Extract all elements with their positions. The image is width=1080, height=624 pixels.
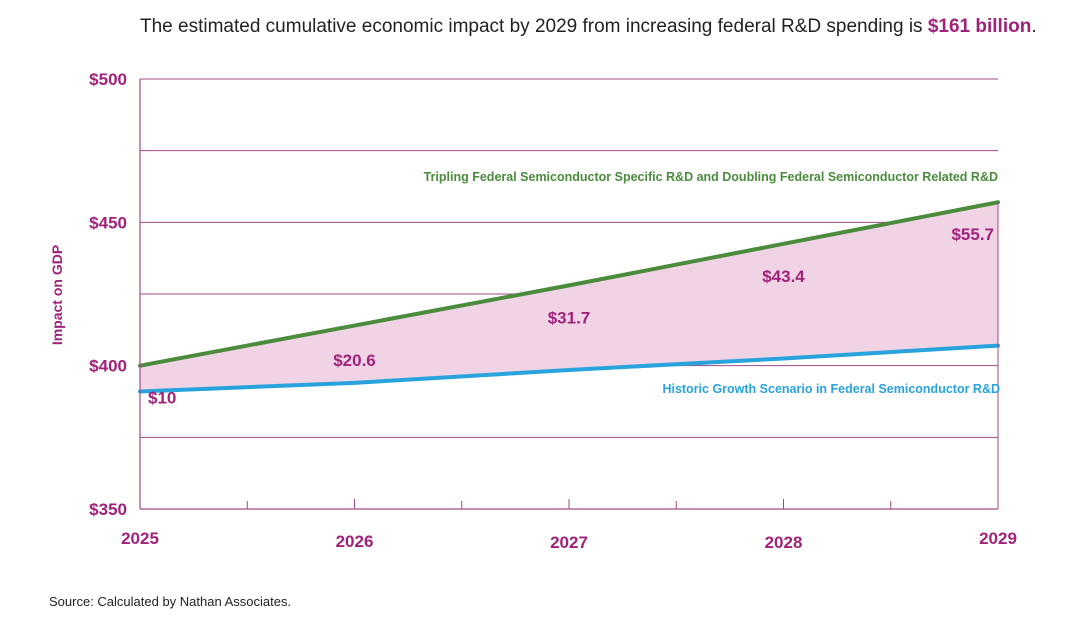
gap-area-layer	[140, 202, 998, 392]
x-tick-label-2027: 2027	[550, 533, 588, 552]
gap-annotation-2025: $10	[148, 389, 176, 408]
gap-annotation-2028: $43.4	[762, 267, 805, 286]
labels: 2025 2026 2027 2028 2029 $350 $400 $450 $500 Trip…	[89, 70, 1017, 552]
x-tick-label-2029: 2029	[979, 529, 1017, 548]
series-line-1	[138, 343, 1000, 394]
x-tick-label-2025: 2025	[121, 529, 159, 548]
gap-annotation-2026: $20.6	[333, 351, 376, 370]
y-tick-label-500: $500	[89, 70, 127, 89]
series-lines	[138, 200, 1000, 394]
headline-text: The estimated cumulative economic impact…	[140, 16, 928, 37]
x-tick-label-2028: 2028	[765, 533, 803, 552]
x-tick-label-2026: 2026	[336, 532, 374, 551]
axes	[139, 79, 999, 510]
series-label-tripling: Tripling Federal Semiconductor Specific …	[424, 170, 998, 184]
headline-amount: $161 billion	[927, 16, 1032, 37]
series-label-historic: Historic Growth Scenario in Federal Semi…	[662, 382, 1000, 396]
headline: The estimated cumulative economic impact…	[140, 16, 1070, 38]
y-tick-label-350: $350	[89, 500, 127, 519]
headline-period: .	[1031, 16, 1037, 37]
y-tick-label-450: $450	[89, 213, 127, 232]
gap-annotation-2029: $55.7	[951, 225, 994, 244]
gap-annotation-2027: $31.7	[548, 309, 591, 328]
gap-area	[140, 202, 998, 392]
y-axis-label: Impact on GDP	[49, 245, 65, 345]
series-line-0	[138, 200, 1000, 368]
y-tick-label-400: $400	[89, 357, 127, 376]
source-note: Source: Calculated by Nathan Associates.	[49, 594, 292, 609]
